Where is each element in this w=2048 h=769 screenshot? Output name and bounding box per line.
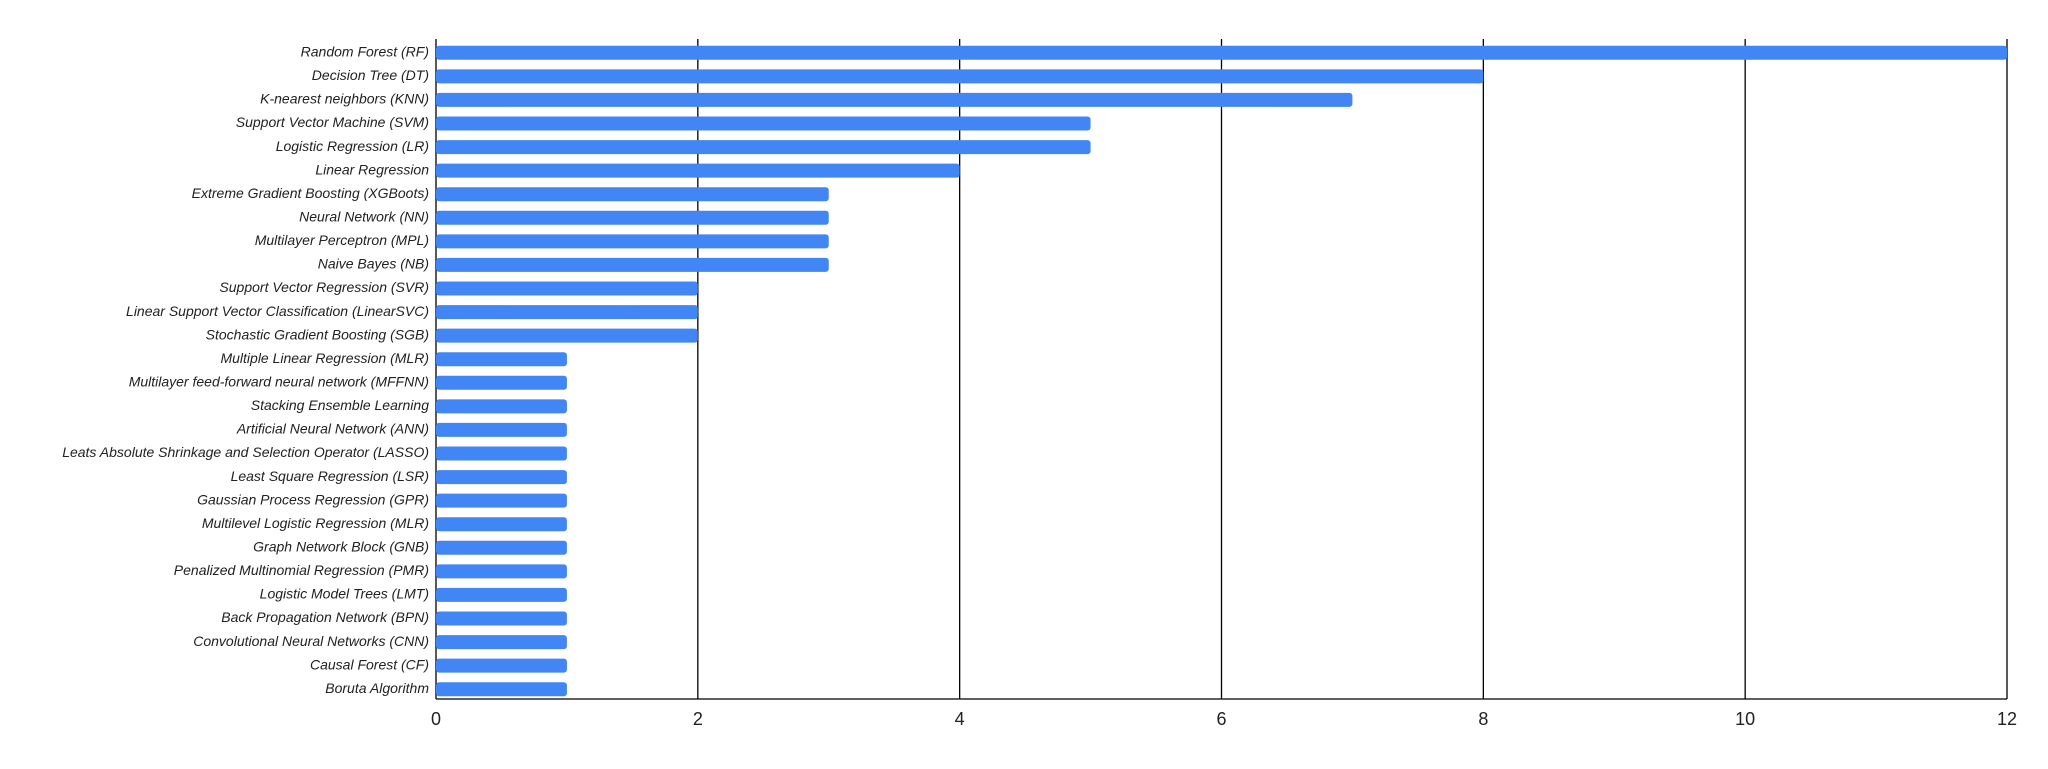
x-tick-label: 10 bbox=[1735, 709, 1755, 729]
bar bbox=[436, 305, 698, 320]
bar bbox=[436, 352, 567, 367]
y-tick-label: Back Propagation Network (BPN) bbox=[221, 609, 429, 625]
y-tick-label: Logistic Regression (LR) bbox=[276, 138, 429, 154]
bar bbox=[436, 187, 829, 202]
x-tick-label: 0 bbox=[431, 709, 441, 729]
y-tick-label: Multilayer Perceptron (MPL) bbox=[255, 232, 429, 248]
bar bbox=[436, 493, 567, 508]
y-tick-label: Logistic Model Trees (LMT) bbox=[260, 586, 429, 602]
x-tick-label: 6 bbox=[1216, 709, 1226, 729]
bar bbox=[436, 399, 567, 414]
bar bbox=[436, 658, 567, 673]
y-tick-label: Linear Regression bbox=[315, 161, 429, 177]
y-tick-label: Neural Network (NN) bbox=[299, 208, 429, 224]
y-tick-label: Penalized Multinomial Regression (PMR) bbox=[174, 562, 429, 578]
bar bbox=[436, 635, 567, 650]
bar bbox=[436, 470, 567, 485]
y-tick-label: Decision Tree (DT) bbox=[312, 67, 429, 83]
bar bbox=[436, 446, 567, 461]
y-tick-label: Boruta Algorithm bbox=[325, 680, 429, 696]
y-tick-label: Multilevel Logistic Regression (MLR) bbox=[202, 515, 429, 531]
bar bbox=[436, 422, 567, 437]
y-tick-label: Least Square Regression (LSR) bbox=[231, 468, 429, 484]
y-tick-label: Support Vector Machine (SVM) bbox=[236, 114, 429, 130]
y-tick-label: Leats Absolute Shrinkage and Selection O… bbox=[62, 444, 429, 460]
y-tick-label: Stacking Ensemble Learning bbox=[251, 397, 429, 413]
bar bbox=[436, 92, 1353, 107]
bar bbox=[436, 163, 960, 178]
y-tick-label: Multilayer feed-forward neural network (… bbox=[129, 373, 429, 389]
bar bbox=[436, 517, 567, 532]
y-tick-label: Support Vector Regression (SVR) bbox=[219, 279, 429, 295]
bar bbox=[436, 234, 829, 249]
y-tick-label: Linear Support Vector Classification (Li… bbox=[126, 303, 429, 319]
bar bbox=[436, 611, 567, 626]
bar bbox=[436, 375, 567, 390]
bar bbox=[436, 587, 567, 602]
y-tick-label: Random Forest (RF) bbox=[301, 43, 429, 59]
y-tick-label: Artificial Neural Network (ANN) bbox=[236, 421, 429, 437]
bar bbox=[436, 540, 567, 555]
bar bbox=[436, 116, 1091, 131]
bar bbox=[436, 328, 698, 343]
y-tick-label: Stochastic Gradient Boosting (SGB) bbox=[206, 326, 429, 342]
bar bbox=[436, 564, 567, 579]
bar bbox=[436, 257, 829, 272]
y-tick-label: Naive Bayes (NB) bbox=[318, 256, 429, 272]
y-tick-label: K-nearest neighbors (KNN) bbox=[260, 91, 429, 107]
bar bbox=[436, 140, 1091, 155]
x-tick-label: 8 bbox=[1478, 709, 1488, 729]
y-tick-label: Gaussian Process Regression (GPR) bbox=[197, 491, 429, 507]
bar bbox=[436, 682, 567, 697]
bar bbox=[436, 281, 698, 296]
y-tick-label: Multiple Linear Regression (MLR) bbox=[220, 350, 429, 366]
x-tick-label: 2 bbox=[693, 709, 703, 729]
x-tick-label: 12 bbox=[1997, 709, 2017, 729]
x-tick-label: 4 bbox=[955, 709, 965, 729]
bar bbox=[436, 45, 2007, 60]
y-tick-label: Extreme Gradient Boosting (XGBoots) bbox=[192, 185, 429, 201]
bar bbox=[436, 69, 1484, 84]
bar bbox=[436, 210, 829, 225]
y-tick-label: Graph Network Block (GNB) bbox=[253, 538, 429, 554]
y-tick-label: Causal Forest (CF) bbox=[310, 656, 429, 672]
y-tick-label: Convolutional Neural Networks (CNN) bbox=[193, 633, 429, 649]
